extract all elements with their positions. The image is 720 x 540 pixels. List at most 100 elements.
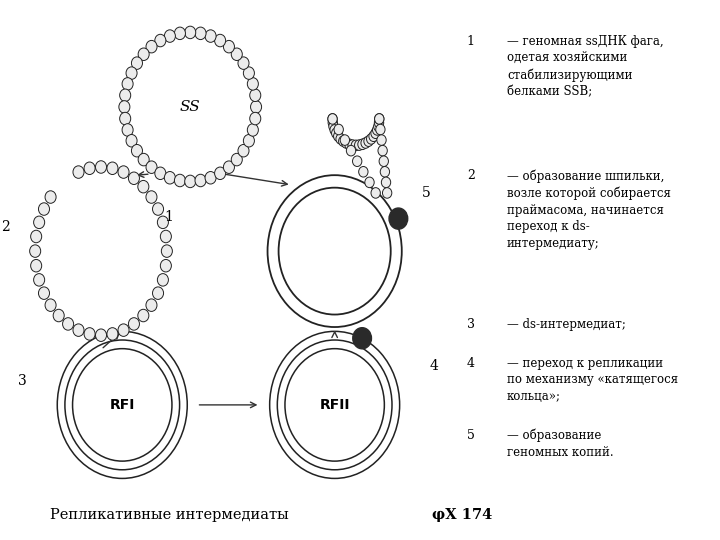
- Circle shape: [128, 172, 140, 185]
- Text: 4: 4: [467, 357, 475, 370]
- Text: — переход к репликации
по механизму «катящегося
кольца»;: — переход к репликации по механизму «кат…: [507, 357, 678, 403]
- Circle shape: [146, 299, 157, 312]
- Circle shape: [122, 124, 133, 136]
- Circle shape: [365, 177, 374, 187]
- Circle shape: [122, 78, 133, 90]
- Circle shape: [126, 67, 137, 79]
- Circle shape: [215, 167, 225, 179]
- Circle shape: [250, 89, 261, 102]
- Text: 5: 5: [467, 429, 474, 442]
- Circle shape: [45, 191, 56, 203]
- Circle shape: [358, 139, 367, 150]
- Text: Репликативные интермедиаты: Репликативные интермедиаты: [50, 508, 294, 522]
- Circle shape: [34, 216, 45, 228]
- Circle shape: [382, 187, 392, 198]
- Circle shape: [341, 138, 351, 148]
- Circle shape: [351, 140, 361, 151]
- Circle shape: [118, 166, 129, 178]
- Circle shape: [338, 136, 348, 146]
- Circle shape: [231, 48, 243, 60]
- Circle shape: [380, 166, 390, 177]
- Circle shape: [138, 309, 149, 322]
- Circle shape: [371, 187, 380, 198]
- Circle shape: [31, 259, 42, 272]
- Text: 1: 1: [165, 210, 174, 224]
- Circle shape: [250, 112, 261, 125]
- Circle shape: [330, 125, 339, 135]
- Circle shape: [364, 136, 373, 146]
- Circle shape: [332, 128, 341, 139]
- Circle shape: [345, 139, 354, 150]
- Circle shape: [84, 162, 95, 174]
- Circle shape: [120, 112, 131, 125]
- Circle shape: [378, 145, 387, 156]
- Circle shape: [126, 134, 137, 147]
- Text: 4: 4: [430, 360, 439, 374]
- Circle shape: [185, 26, 196, 39]
- Circle shape: [353, 156, 362, 166]
- Circle shape: [243, 67, 254, 79]
- Circle shape: [45, 299, 56, 312]
- Circle shape: [31, 230, 42, 243]
- Circle shape: [328, 117, 338, 128]
- Circle shape: [248, 78, 258, 90]
- Circle shape: [164, 172, 176, 184]
- Circle shape: [238, 57, 249, 69]
- Circle shape: [155, 35, 166, 47]
- Circle shape: [107, 162, 118, 174]
- Circle shape: [73, 166, 84, 178]
- Circle shape: [354, 140, 364, 150]
- Circle shape: [353, 328, 372, 349]
- Circle shape: [328, 113, 337, 124]
- Circle shape: [158, 216, 168, 228]
- Circle shape: [107, 328, 118, 340]
- Circle shape: [374, 113, 384, 124]
- Text: — геномная ssДНК фага,
одетая хозяйскими
стабилизирующими
белками SSB;: — геномная ssДНК фага, одетая хозяйскими…: [507, 35, 664, 98]
- Circle shape: [161, 245, 172, 258]
- Circle shape: [118, 324, 129, 336]
- Text: — образование
геномных копий.: — образование геномных копий.: [507, 429, 613, 459]
- Circle shape: [138, 153, 149, 166]
- Circle shape: [132, 57, 143, 69]
- Text: φX 174: φX 174: [432, 508, 492, 522]
- Circle shape: [361, 138, 370, 148]
- Text: 3: 3: [467, 319, 475, 332]
- Circle shape: [146, 191, 157, 203]
- Circle shape: [215, 35, 225, 47]
- Text: 2: 2: [467, 170, 474, 183]
- Circle shape: [329, 121, 338, 132]
- Circle shape: [84, 328, 95, 340]
- Text: 5: 5: [422, 186, 431, 200]
- Circle shape: [223, 161, 235, 173]
- Circle shape: [374, 117, 384, 128]
- Circle shape: [333, 131, 343, 141]
- Circle shape: [120, 89, 131, 102]
- Circle shape: [346, 145, 356, 156]
- Circle shape: [132, 145, 143, 157]
- Text: 3: 3: [18, 374, 27, 388]
- Circle shape: [38, 287, 50, 299]
- Circle shape: [38, 203, 50, 215]
- Circle shape: [348, 140, 357, 150]
- Circle shape: [195, 27, 206, 39]
- Circle shape: [161, 259, 171, 272]
- Circle shape: [164, 30, 176, 42]
- Text: 2: 2: [1, 220, 10, 234]
- Circle shape: [174, 174, 186, 187]
- Circle shape: [146, 40, 157, 53]
- Circle shape: [138, 180, 149, 193]
- Text: 1: 1: [467, 35, 475, 48]
- Circle shape: [53, 309, 64, 322]
- Circle shape: [372, 125, 382, 135]
- Circle shape: [174, 27, 186, 39]
- Circle shape: [161, 230, 171, 243]
- Circle shape: [153, 203, 163, 215]
- Circle shape: [340, 135, 349, 145]
- Circle shape: [328, 113, 337, 124]
- Circle shape: [379, 156, 388, 166]
- Circle shape: [231, 153, 243, 166]
- Circle shape: [96, 161, 107, 173]
- Circle shape: [155, 167, 166, 179]
- Circle shape: [63, 318, 73, 330]
- Circle shape: [223, 40, 235, 53]
